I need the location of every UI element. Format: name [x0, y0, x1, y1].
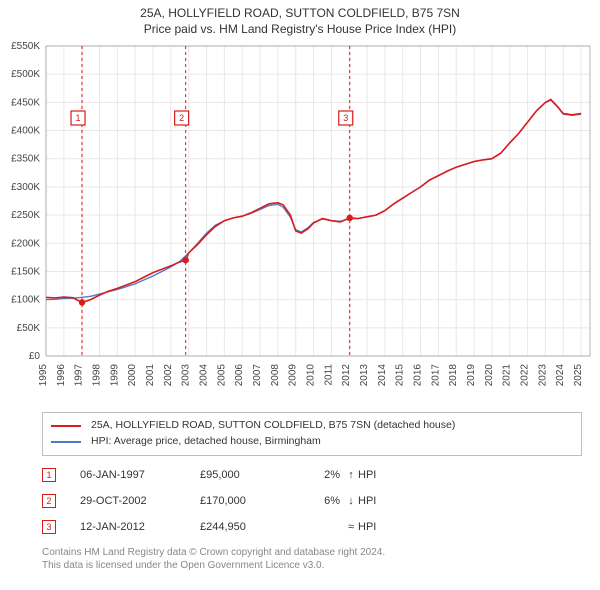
legend-swatch-blue: [51, 441, 81, 443]
title-address: 25A, HOLLYFIELD ROAD, SUTTON COLDFIELD, …: [0, 6, 600, 20]
svg-text:£100K: £100K: [11, 295, 40, 306]
svg-text:1999: 1999: [109, 364, 120, 387]
fact-arrow-icon: ↑: [344, 469, 358, 481]
svg-text:£50K: £50K: [17, 323, 41, 334]
svg-text:2006: 2006: [234, 364, 245, 387]
svg-text:2011: 2011: [323, 364, 334, 386]
chart-area: £0 £50K £100K £150K £200K £250K £300K £350K £400…: [0, 38, 600, 408]
svg-text:2022: 2022: [520, 364, 531, 387]
svg-text:2019: 2019: [466, 364, 477, 387]
svg-text:1995: 1995: [38, 364, 49, 387]
fact-pct: 2%: [300, 469, 340, 481]
svg-text:£350K: £350K: [11, 154, 40, 165]
fact-price: £244,950: [200, 521, 300, 533]
fact-hpi-label: HPI: [358, 521, 398, 533]
footer-line-2: This data is licensed under the Open Gov…: [42, 559, 582, 573]
svg-text:2013: 2013: [359, 364, 370, 387]
fact-price: £95,000: [200, 469, 300, 481]
svg-text:3: 3: [343, 113, 348, 123]
svg-text:2015: 2015: [395, 364, 406, 387]
fact-pct: 6%: [300, 495, 340, 507]
svg-text:£550K: £550K: [11, 41, 40, 52]
legend-row-blue: HPI: Average price, detached house, Birm…: [51, 434, 573, 450]
fact-hpi-label: HPI: [358, 469, 398, 481]
fact-date: 12-JAN-2012: [80, 521, 200, 533]
fact-price: £170,000: [200, 495, 300, 507]
fact-date: 29-OCT-2002: [80, 495, 200, 507]
legend-label-red: 25A, HOLLYFIELD ROAD, SUTTON COLDFIELD, …: [91, 418, 455, 434]
sale-facts: 106-JAN-1997£95,0002%↑HPI229-OCT-2002£17…: [42, 462, 582, 540]
svg-text:2016: 2016: [413, 364, 424, 387]
fact-marker: 2: [42, 494, 56, 508]
svg-text:2005: 2005: [216, 364, 227, 387]
svg-text:1997: 1997: [74, 364, 85, 387]
svg-text:2007: 2007: [252, 364, 263, 387]
svg-text:2008: 2008: [270, 364, 281, 387]
fact-arrow-icon: ↓: [344, 495, 358, 507]
svg-text:2025: 2025: [573, 364, 584, 387]
fact-row: 1 06-JAN-1997£95,0002% ↑HPI: [42, 462, 582, 488]
svg-text:2009: 2009: [288, 364, 299, 387]
svg-text:2003: 2003: [181, 364, 192, 387]
chart-svg: £0 £50K £100K £150K £200K £250K £300K £350K £400…: [0, 38, 600, 408]
svg-text:2014: 2014: [377, 364, 388, 387]
footer: Contains HM Land Registry data © Crown c…: [42, 546, 582, 573]
svg-text:2: 2: [179, 113, 184, 123]
title-subtitle: Price paid vs. HM Land Registry's House …: [0, 22, 600, 36]
svg-text:2020: 2020: [484, 364, 495, 387]
legend-swatch-red: [51, 425, 81, 427]
footer-line-1: Contains HM Land Registry data © Crown c…: [42, 546, 582, 560]
svg-text:2002: 2002: [163, 364, 174, 387]
svg-text:2001: 2001: [145, 364, 156, 387]
svg-text:2010: 2010: [306, 364, 317, 387]
svg-text:£300K: £300K: [11, 182, 40, 193]
svg-text:2024: 2024: [555, 364, 566, 387]
svg-text:£0: £0: [29, 351, 41, 362]
fact-marker: 3: [42, 520, 56, 534]
svg-text:£450K: £450K: [11, 97, 40, 108]
svg-text:£250K: £250K: [11, 210, 40, 221]
svg-text:£150K: £150K: [11, 266, 40, 277]
svg-text:2021: 2021: [502, 364, 513, 387]
svg-text:1: 1: [76, 113, 81, 123]
svg-text:2017: 2017: [430, 364, 441, 387]
svg-text:1996: 1996: [56, 364, 67, 387]
svg-text:2004: 2004: [199, 364, 210, 387]
svg-text:1998: 1998: [92, 364, 103, 387]
svg-text:£500K: £500K: [11, 69, 40, 80]
fact-arrow-icon: ≈: [344, 521, 358, 533]
chart-container: 25A, HOLLYFIELD ROAD, SUTTON COLDFIELD, …: [0, 0, 600, 590]
svg-text:2023: 2023: [537, 364, 548, 387]
legend-label-blue: HPI: Average price, detached house, Birm…: [91, 434, 321, 450]
fact-row: 3 12-JAN-2012£244,950 ≈HPI: [42, 514, 582, 540]
svg-text:2000: 2000: [127, 364, 138, 387]
fact-hpi-label: HPI: [358, 495, 398, 507]
fact-row: 2 29-OCT-2002£170,0006% ↓HPI: [42, 488, 582, 514]
svg-text:£200K: £200K: [11, 238, 40, 249]
fact-date: 06-JAN-1997: [80, 469, 200, 481]
svg-text:2018: 2018: [448, 364, 459, 387]
title-block: 25A, HOLLYFIELD ROAD, SUTTON COLDFIELD, …: [0, 0, 600, 38]
svg-text:£400K: £400K: [11, 126, 40, 137]
legend-row-red: 25A, HOLLYFIELD ROAD, SUTTON COLDFIELD, …: [51, 418, 573, 434]
fact-marker: 1: [42, 468, 56, 482]
legend: 25A, HOLLYFIELD ROAD, SUTTON COLDFIELD, …: [42, 412, 582, 456]
svg-text:2012: 2012: [341, 364, 352, 387]
